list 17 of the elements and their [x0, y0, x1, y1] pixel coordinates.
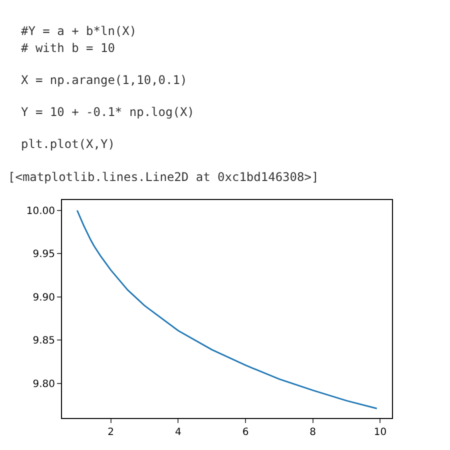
y-tick-label: 9.80	[32, 378, 55, 390]
x-tick-label: 10	[374, 427, 387, 438]
x-tick-label: 8	[310, 427, 316, 438]
text: X = np.arange(1,10,0.1)	[21, 73, 188, 87]
text: plt.plot(X,Y)	[21, 137, 115, 151]
text: Y = 10 + -0.1* np.log(X)	[21, 105, 194, 119]
y-tick-label: 9.95	[32, 249, 55, 260]
text: #Y = a + b*ln(X)	[21, 24, 137, 38]
x-tick-label: 2	[108, 427, 114, 438]
text: [<matplotlib.lines.Line2D at 0xc1bd146308>]	[8, 170, 319, 184]
line-series	[76, 210, 378, 410]
x-tick-label: 4	[174, 427, 182, 438]
y-tick-label: 10.00	[26, 206, 55, 217]
y-tick-label: 9.85	[32, 336, 55, 347]
text: # with b = 10	[21, 41, 115, 55]
x-tick-label: 6	[242, 427, 249, 438]
y-tick-label: 9.90	[32, 292, 55, 304]
